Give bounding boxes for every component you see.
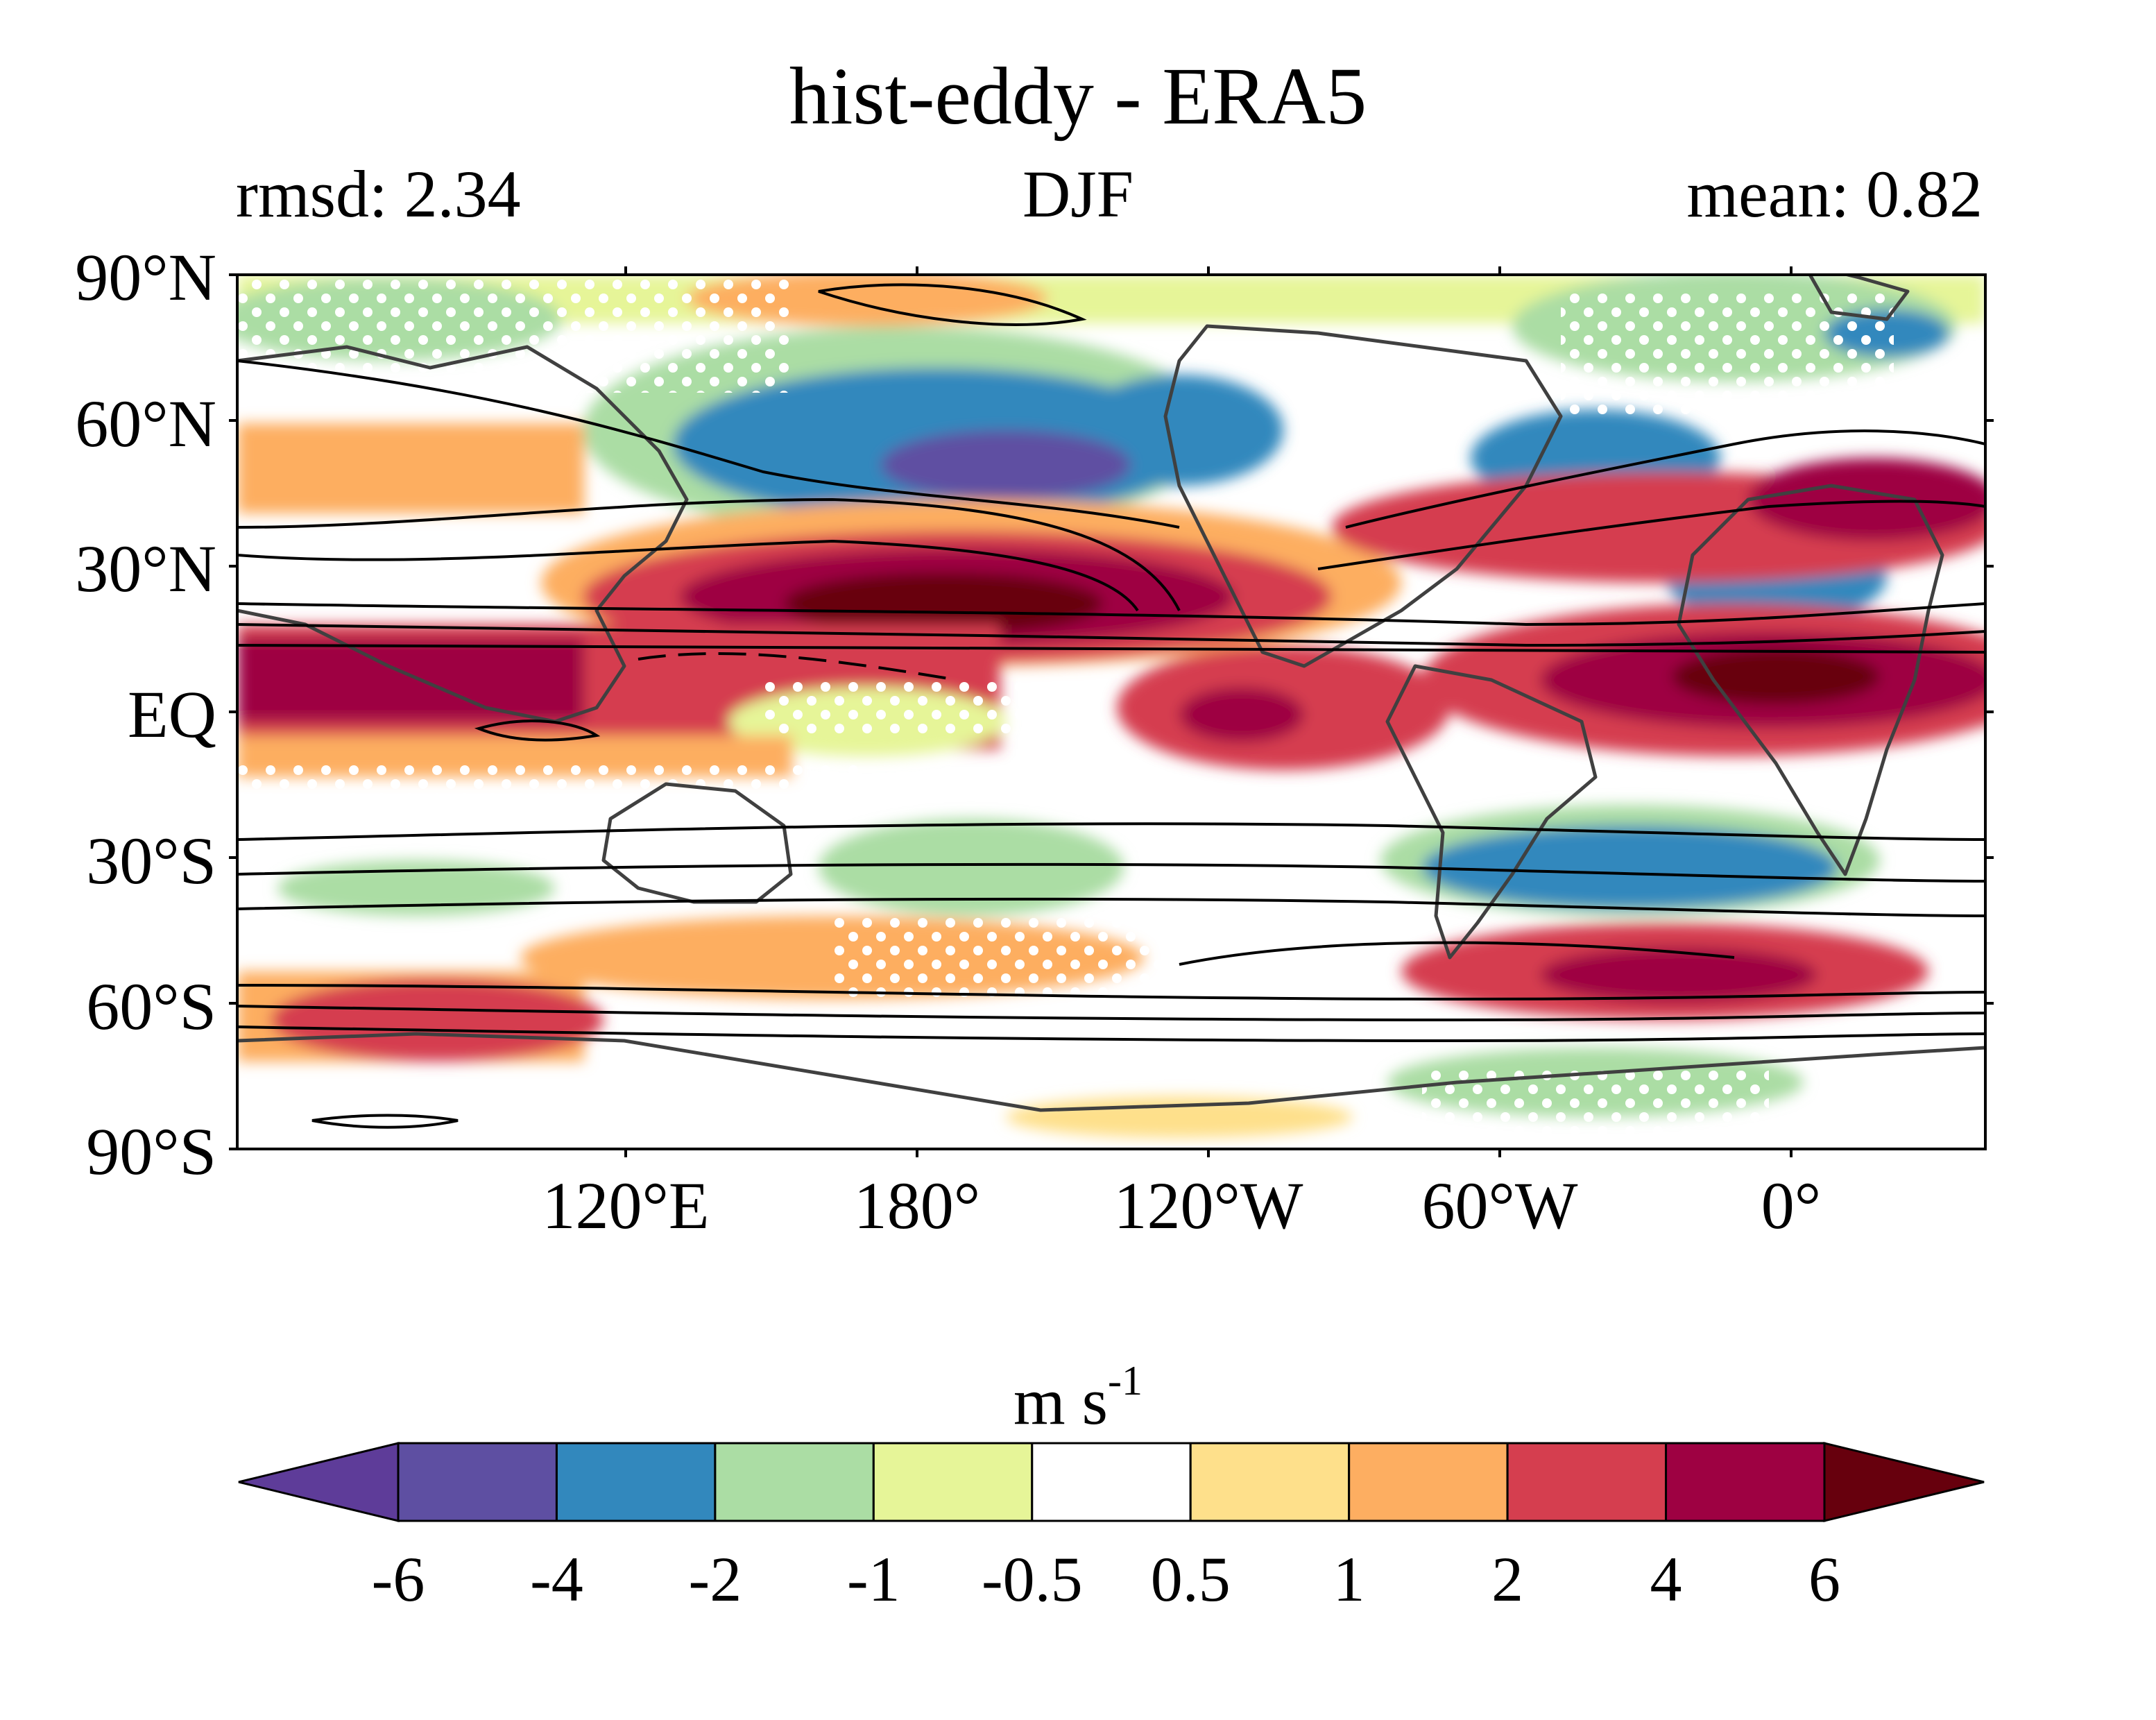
colorbar-extend-max [1823, 1442, 1985, 1522]
colorbar-tick-label: -4 [530, 1544, 583, 1615]
colorbar-bin [1506, 1442, 1668, 1522]
lon-label-0: 0° [1761, 1168, 1822, 1243]
lon-label-180: 180° [853, 1168, 981, 1243]
lat-label-90n: 90°N [75, 240, 216, 314]
colorbar-bin [714, 1442, 875, 1522]
axis-ticks [229, 266, 1994, 1157]
colorbar-bin [1189, 1442, 1351, 1522]
colorbar-tick-label: -6 [371, 1544, 425, 1615]
lat-label-30n: 30°N [75, 531, 216, 606]
lon-label-120e: 120°E [542, 1168, 710, 1243]
lat-label-eq: EQ [128, 677, 216, 751]
colorbar-tick-label: 6 [1808, 1544, 1840, 1615]
colorbar-bin [555, 1442, 717, 1522]
colorbar-tick-label: 4 [1650, 1544, 1682, 1615]
colorbar-tick-label: -1 [847, 1544, 900, 1615]
colorbar-tick-label: 0.5 [1150, 1544, 1231, 1615]
lat-label-90s: 90°S [86, 1114, 216, 1189]
colorbar-tick-label: -0.5 [981, 1544, 1083, 1615]
lat-label-60s: 60°S [86, 969, 216, 1044]
map-panel [237, 275, 1985, 1149]
colorbar-bin [872, 1442, 1034, 1522]
plot-title: hist-eddy - ERA5 [789, 51, 1367, 142]
colorbar [238, 1442, 1985, 1522]
climatology-contours [237, 283, 1985, 1129]
colorbar-bin [1665, 1442, 1826, 1522]
colorbar-extend-min [238, 1442, 400, 1522]
season-label: DJF [1022, 157, 1134, 231]
mean-label: mean: 0.82 [1686, 157, 1983, 231]
colorbar-tick-label: 1 [1333, 1544, 1365, 1615]
lat-label-60n: 60°N [75, 386, 216, 461]
colorbar-bin [1031, 1442, 1192, 1522]
colorbar-tick-label: -2 [688, 1544, 742, 1615]
rmsd-label: rmsd: 2.34 [236, 157, 521, 231]
lon-label-120w: 120°W [1113, 1168, 1303, 1243]
lon-label-60w: 60°W [1421, 1168, 1578, 1243]
colorbar-bin [397, 1442, 558, 1522]
colorbar-bin [1348, 1442, 1509, 1522]
lat-label-30s: 30°S [86, 824, 216, 898]
colorbar-tick-label: 2 [1491, 1544, 1524, 1615]
colorbar-unit: m s-1 [1013, 1358, 1143, 1438]
